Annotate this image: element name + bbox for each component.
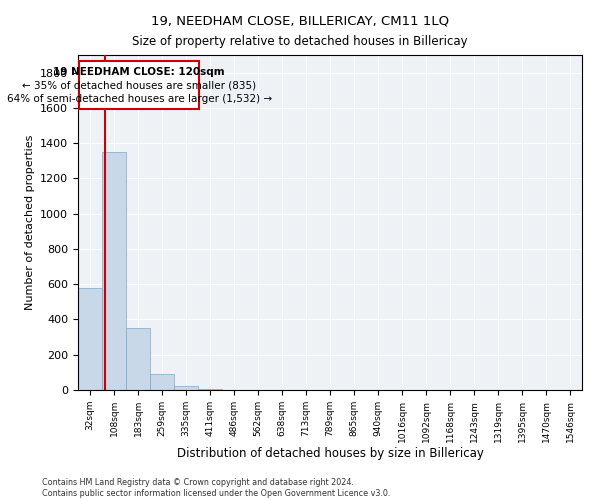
Text: ← 35% of detached houses are smaller (835): ← 35% of detached houses are smaller (83… — [22, 81, 256, 91]
Text: Size of property relative to detached houses in Billericay: Size of property relative to detached ho… — [132, 35, 468, 48]
Bar — [150, 374, 174, 390]
Bar — [198, 389, 222, 390]
Y-axis label: Number of detached properties: Number of detached properties — [25, 135, 35, 310]
Bar — [174, 386, 198, 390]
FancyBboxPatch shape — [79, 61, 199, 109]
Text: Contains HM Land Registry data © Crown copyright and database right 2024.
Contai: Contains HM Land Registry data © Crown c… — [42, 478, 391, 498]
Text: 64% of semi-detached houses are larger (1,532) →: 64% of semi-detached houses are larger (… — [7, 94, 272, 104]
Bar — [126, 328, 150, 390]
Bar — [102, 152, 126, 390]
Bar — [78, 288, 102, 390]
Text: 19 NEEDHAM CLOSE: 120sqm: 19 NEEDHAM CLOSE: 120sqm — [53, 66, 225, 76]
X-axis label: Distribution of detached houses by size in Billericay: Distribution of detached houses by size … — [176, 448, 484, 460]
Text: 19, NEEDHAM CLOSE, BILLERICAY, CM11 1LQ: 19, NEEDHAM CLOSE, BILLERICAY, CM11 1LQ — [151, 15, 449, 28]
